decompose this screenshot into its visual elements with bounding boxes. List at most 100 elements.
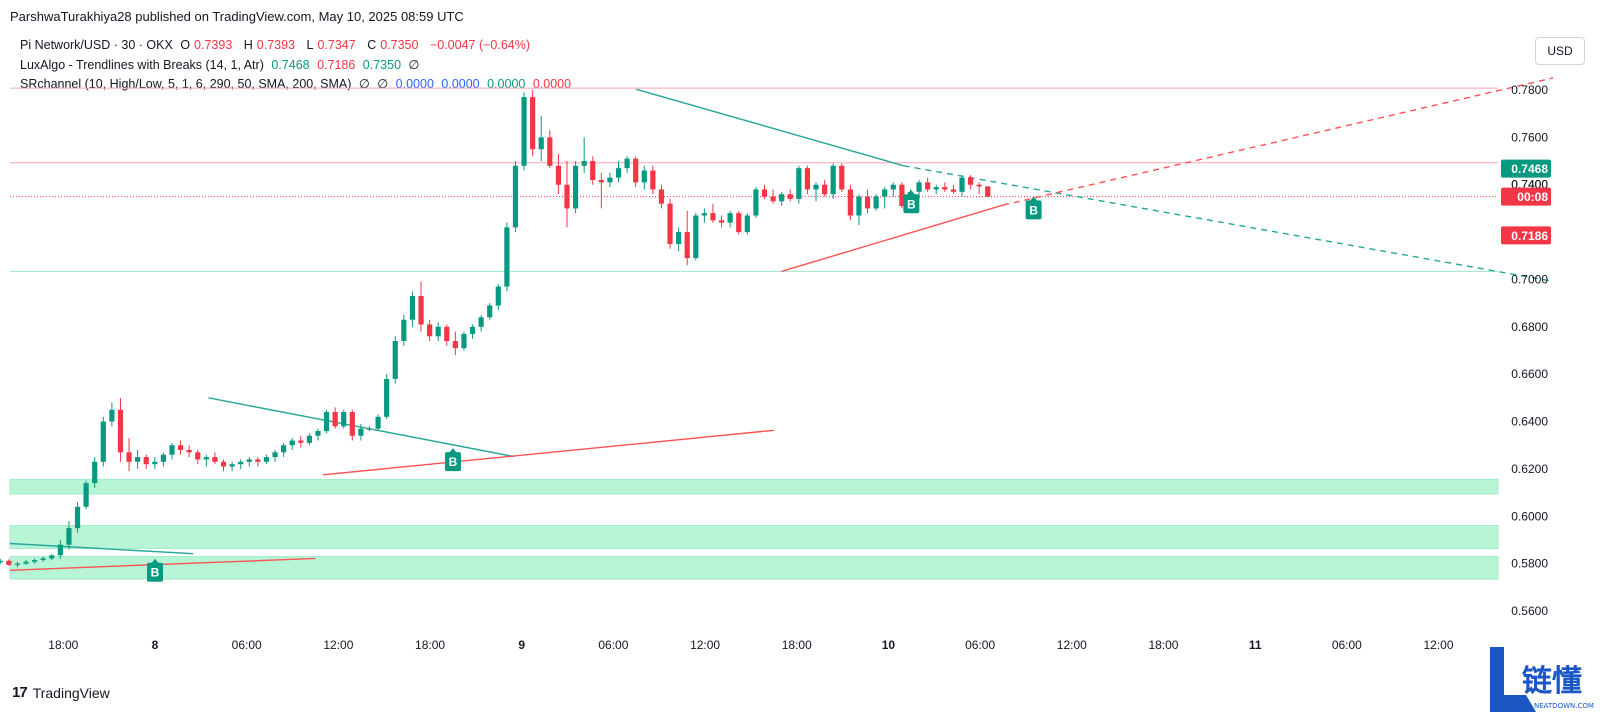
candle-down xyxy=(839,165,845,190)
y-axis-tick-label: 0.5600 xyxy=(1511,604,1548,618)
candle-up xyxy=(512,165,519,228)
candle-down xyxy=(212,457,218,462)
y-axis-tick-label: 0.6400 xyxy=(1511,415,1548,429)
close-label: C xyxy=(367,38,377,52)
candle-down xyxy=(255,459,261,462)
candle-up xyxy=(160,454,166,462)
candle-up xyxy=(109,409,115,422)
candle-down xyxy=(804,168,811,190)
trendline xyxy=(781,204,1004,273)
x-axis-tick-label: 06:00 xyxy=(232,638,262,652)
x-axis-tick-label: 8 xyxy=(152,638,159,652)
srchannel-value-3: 0.0000 xyxy=(487,77,526,91)
symbol-name[interactable]: Pi Network/USD · 30 · OKX xyxy=(20,38,173,52)
candle-down xyxy=(684,232,690,259)
y-axis-tick-label: 0.6800 xyxy=(1511,320,1548,334)
x-axis-tick-label: 11 xyxy=(1249,638,1262,652)
candle-up xyxy=(753,189,759,216)
candle-up xyxy=(727,213,733,223)
tradingview-logo[interactable]: 17 TradingView xyxy=(12,684,110,701)
srchannel-value-2: 0.0000 xyxy=(441,77,480,91)
candle-up xyxy=(469,326,476,334)
candle-up xyxy=(135,457,141,462)
candle-down xyxy=(186,449,192,453)
projected-trendline xyxy=(903,165,1554,283)
empty-set-icon: ∅ xyxy=(358,77,370,91)
candle-down xyxy=(710,213,716,221)
candle-down xyxy=(761,189,768,197)
candle-down xyxy=(444,326,450,342)
candle-up xyxy=(779,194,785,202)
candle-down xyxy=(864,196,871,209)
y-axis-tick-label: 0.6600 xyxy=(1511,367,1548,381)
y-axis-tick-label: 0.7000 xyxy=(1511,272,1548,286)
break-label-text: B xyxy=(907,197,916,211)
candle-up xyxy=(100,421,106,462)
watermark-text: 链懂 xyxy=(1522,664,1582,699)
candle-up xyxy=(341,412,347,427)
x-axis-tick-label: 12:00 xyxy=(690,638,720,652)
indicator-legend-trendlines: LuxAlgo - Trendlines with Breaks (14, 1,… xyxy=(20,57,423,72)
candle-down xyxy=(564,184,570,209)
break-label-badge xyxy=(903,194,920,214)
candle-up xyxy=(272,452,278,458)
candle-down xyxy=(418,296,424,325)
candle-up xyxy=(384,378,390,417)
x-axis-tick-label: 9 xyxy=(518,638,525,652)
price-tag-text: 0.7468 xyxy=(1511,162,1548,176)
candle-down xyxy=(633,158,639,183)
candle-down xyxy=(598,179,604,183)
indicator-name-trendlines[interactable]: LuxAlgo - Trendlines with Breaks (14, 1,… xyxy=(20,58,264,72)
candle-up xyxy=(366,428,373,430)
projected-trendline xyxy=(1002,77,1554,206)
indicator-name-srchannel[interactable]: SRchannel (10, High/Low, 5, 1, 6, 290, 5… xyxy=(20,77,352,91)
candle-up xyxy=(238,461,244,465)
x-axis-tick-label: 06:00 xyxy=(965,638,995,652)
candle-up xyxy=(538,137,544,150)
x-axis-tick-label: 12:00 xyxy=(1424,638,1454,652)
support-zone xyxy=(9,478,1499,495)
currency-button[interactable]: USD xyxy=(1535,37,1585,65)
trendline xyxy=(323,429,774,476)
watermark-subtext: NEATDOWN.COM xyxy=(1534,702,1594,710)
candle-up xyxy=(744,215,750,233)
candle-up xyxy=(701,213,707,216)
empty-set-icon: ∅ xyxy=(408,58,420,72)
candle-up xyxy=(581,161,587,166)
empty-set-icon: ∅ xyxy=(377,77,389,91)
candle-up xyxy=(263,457,270,462)
break-label-pointer xyxy=(907,190,916,196)
candle-up xyxy=(14,563,21,565)
candle-up xyxy=(92,461,98,484)
candle-up xyxy=(169,445,175,455)
candle-down xyxy=(126,452,132,462)
support-zone xyxy=(9,525,1499,549)
candle-down xyxy=(547,137,553,166)
candle-up xyxy=(74,506,81,529)
srchannel-value-1: 0.0000 xyxy=(395,77,434,91)
candle-down xyxy=(452,341,458,349)
candle-up xyxy=(615,168,622,178)
price-tag-text: 0.7186 xyxy=(1511,229,1548,243)
break-label-text: B xyxy=(449,455,458,469)
srchannel-value-4: 0.0000 xyxy=(532,77,572,91)
break-label-pointer xyxy=(448,448,457,454)
trendline xyxy=(636,88,904,167)
candle-down xyxy=(667,203,673,244)
watermark-logo-icon xyxy=(1490,647,1536,712)
low-value: 0.7347 xyxy=(317,38,356,52)
candle-down xyxy=(143,457,149,465)
candle-up xyxy=(813,184,819,190)
symbol-legend: Pi Network/USD · 30 · OKX O 0.7393 H 0.739… xyxy=(20,38,534,52)
candle-up xyxy=(289,440,295,446)
price-tag-text: 00:08 xyxy=(1517,190,1548,204)
break-label-pointer xyxy=(151,558,159,564)
x-axis-tick-label: 18:00 xyxy=(415,638,445,652)
break-label-text: B xyxy=(1029,203,1038,217)
indicator-value-upper: 0.7468 xyxy=(271,58,310,72)
candle-up xyxy=(856,196,862,216)
candle-up xyxy=(641,170,647,183)
candle-up xyxy=(23,561,29,564)
candle-down xyxy=(822,184,828,195)
